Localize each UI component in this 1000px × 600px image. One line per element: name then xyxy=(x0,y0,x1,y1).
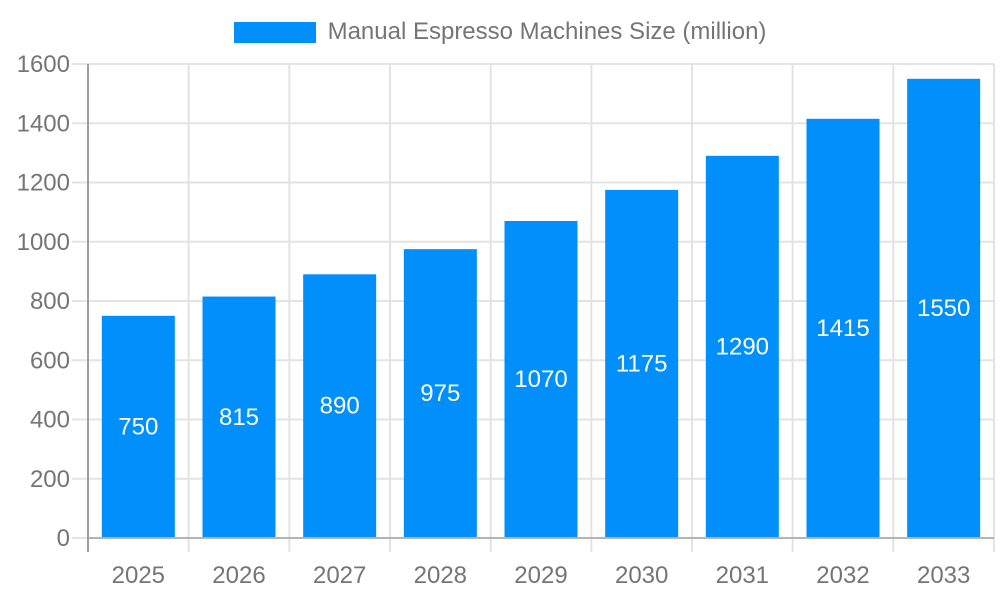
y-tick-label: 400 xyxy=(30,407,70,434)
bar[interactable] xyxy=(202,296,276,538)
y-tick-label: 1400 xyxy=(17,110,70,137)
x-tick-label: 2027 xyxy=(313,562,366,589)
bar[interactable] xyxy=(907,78,981,538)
x-tick-label: 2026 xyxy=(212,562,265,589)
bar[interactable] xyxy=(101,315,175,538)
x-tick-label: 2031 xyxy=(716,562,769,589)
legend-swatch xyxy=(233,21,316,43)
bar-value-label: 1290 xyxy=(716,333,769,360)
bar[interactable] xyxy=(504,221,578,538)
bar-value-label: 890 xyxy=(320,393,360,420)
y-tick-label: 1600 xyxy=(17,51,70,78)
x-tick-label: 2028 xyxy=(414,562,467,589)
bar-value-label: 1175 xyxy=(616,350,668,377)
bar[interactable] xyxy=(403,249,477,538)
legend-item[interactable]: Manual Espresso Machines Size (million) xyxy=(0,18,1000,46)
bar[interactable] xyxy=(806,118,880,539)
x-tick-label: 2030 xyxy=(615,562,668,589)
bar-value-label: 1550 xyxy=(917,295,970,322)
x-tick-label: 2033 xyxy=(917,562,970,589)
bar-value-label: 815 xyxy=(219,404,259,431)
y-tick-label: 200 xyxy=(30,466,70,493)
bar-value-label: 975 xyxy=(420,380,460,407)
bar-value-label: 1070 xyxy=(514,366,567,393)
bar[interactable] xyxy=(705,155,779,538)
y-tick-label: 800 xyxy=(30,288,70,315)
bar-value-label: 750 xyxy=(118,413,158,440)
bar-value-label: 1415 xyxy=(816,315,869,342)
bar[interactable] xyxy=(303,274,377,538)
y-tick-label: 1200 xyxy=(17,170,70,197)
y-tick-label: 1000 xyxy=(17,229,70,256)
bar[interactable] xyxy=(605,189,679,538)
y-tick-label: 600 xyxy=(30,347,70,374)
x-tick-label: 2025 xyxy=(112,562,165,589)
x-tick-label: 2029 xyxy=(514,562,567,589)
x-tick-label: 2032 xyxy=(816,562,869,589)
legend-label: Manual Espresso Machines Size (million) xyxy=(327,18,767,45)
y-tick-label: 0 xyxy=(57,525,70,552)
